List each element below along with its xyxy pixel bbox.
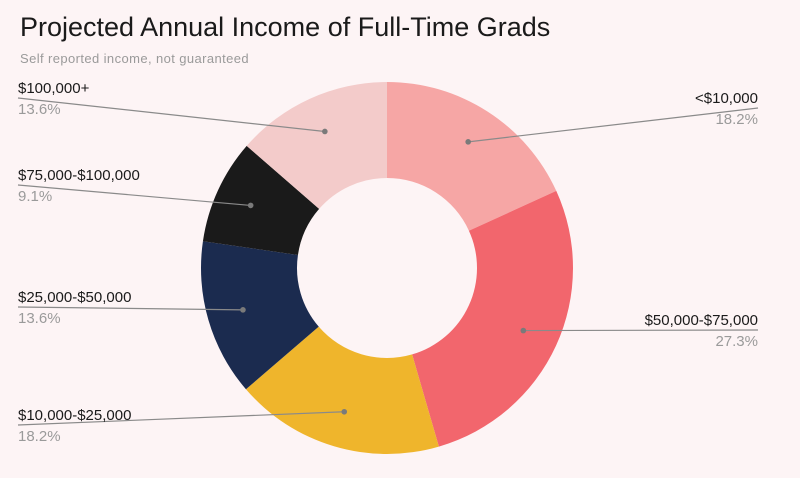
label-group-50-000-75-000: $50,000-$75,000 27.3% bbox=[520, 312, 759, 350]
slice-10-000-25-000[interactable] bbox=[245, 326, 439, 454]
slice-value-100-000: 13.6% bbox=[18, 101, 61, 118]
leader-dot-75-000-100-000 bbox=[247, 202, 254, 209]
leader-dot-25-000-50-000 bbox=[240, 307, 246, 313]
leader-dot-50-000-75-000 bbox=[520, 327, 527, 334]
slice-label-10-000-25-000: $10,000-$25,000 bbox=[18, 407, 131, 424]
slice-75-000-100-000[interactable] bbox=[202, 145, 320, 256]
chart-subtitle: Self reported income, not guaranteed bbox=[20, 51, 250, 66]
slice-value-75-000-100-000: 9.1% bbox=[18, 188, 52, 205]
label-group-25-000-50-000: $25,000-$50,000 13.6% bbox=[17, 289, 246, 327]
slice-label-10-000: <$10,000 bbox=[695, 90, 758, 107]
leader-line-75-000-100-000 bbox=[17, 184, 251, 207]
leader-dot-10-000-25-000 bbox=[341, 408, 348, 415]
leader-line-100-000 bbox=[17, 97, 325, 133]
slice-25-000-50-000[interactable] bbox=[201, 241, 319, 390]
label-group-10-000-25-000: $10,000-$25,000 18.2% bbox=[17, 407, 348, 445]
label-group-100-000: $100,000+ 13.6% bbox=[17, 80, 328, 135]
slice-label-100-000: $100,000+ bbox=[18, 80, 90, 97]
slice-100-000[interactable] bbox=[246, 82, 387, 209]
slice-label-75-000-100-000: $75,000-$100,000 bbox=[18, 167, 140, 184]
slice-label-25-000-50-000: $25,000-$50,000 bbox=[18, 289, 131, 306]
slice-value-10-000: 18.2% bbox=[715, 111, 758, 128]
leader-dot-100-000 bbox=[322, 128, 328, 135]
label-group-10-000: <$10,000 18.2% bbox=[465, 90, 759, 145]
leader-dot-10-000 bbox=[465, 139, 471, 145]
leader-line-25-000-50-000 bbox=[17, 306, 243, 311]
slice-10-000[interactable] bbox=[387, 82, 557, 231]
slice-value-50-000-75-000: 27.3% bbox=[715, 333, 758, 350]
leader-line-10-000 bbox=[468, 107, 759, 143]
slice-value-25-000-50-000: 13.6% bbox=[18, 310, 61, 327]
slice-value-10-000-25-000: 18.2% bbox=[18, 428, 61, 445]
slice-50-000-75-000[interactable] bbox=[412, 190, 574, 447]
leader-line-50-000-75-000 bbox=[523, 329, 759, 332]
slice-label-50-000-75-000: $50,000-$75,000 bbox=[645, 312, 758, 329]
leader-line-10-000-25-000 bbox=[17, 411, 345, 426]
chart-title: Projected Annual Income of Full-Time Gra… bbox=[20, 12, 551, 42]
label-group-75-000-100-000: $75,000-$100,000 9.1% bbox=[17, 167, 254, 209]
